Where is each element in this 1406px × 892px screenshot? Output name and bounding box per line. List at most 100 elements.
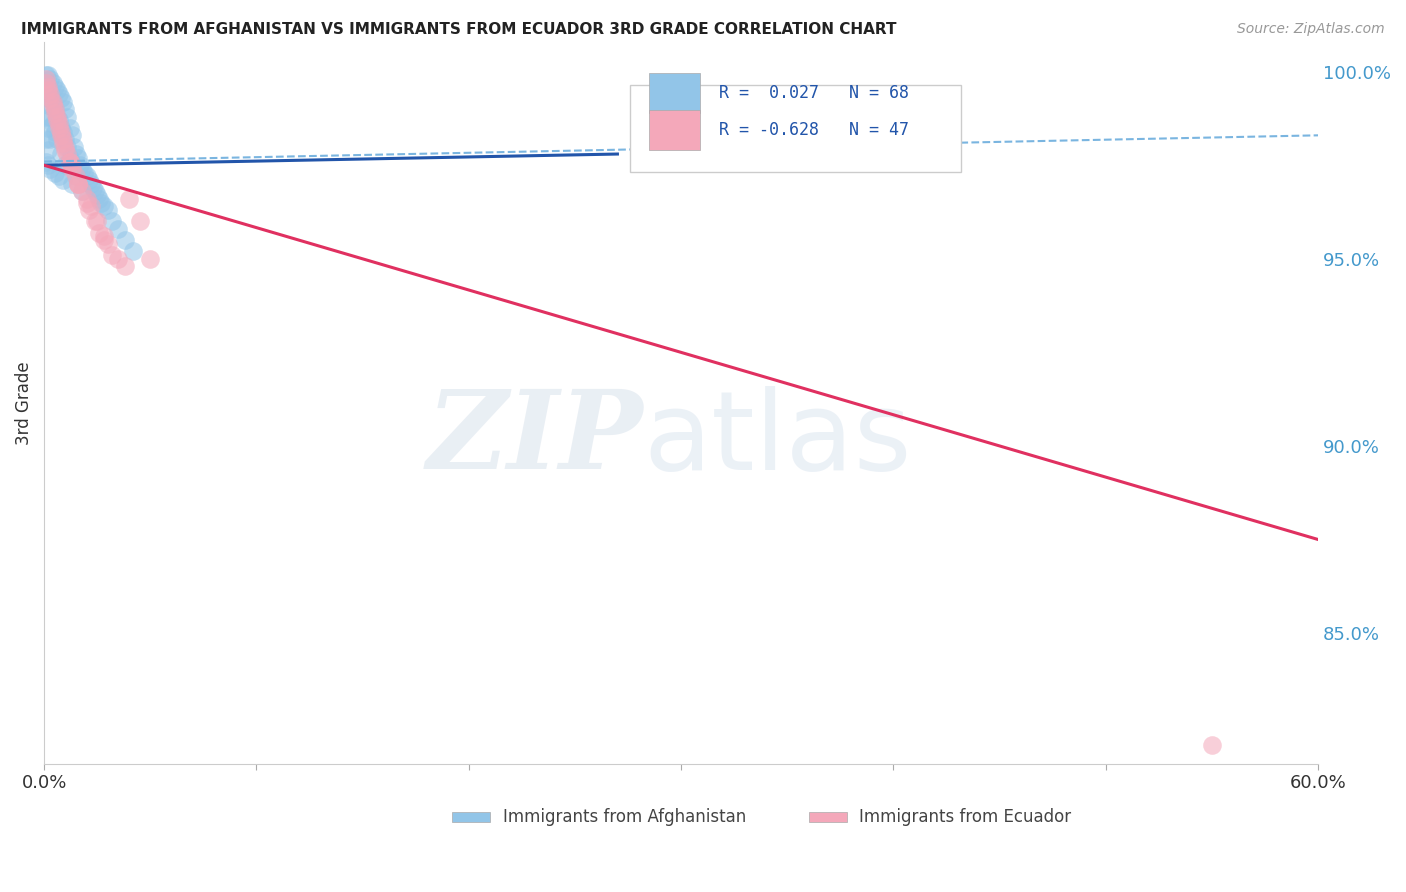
Point [48, 117, 70, 131]
Point [37, 120, 59, 135]
Point [77, 173, 100, 187]
Point [84, 185, 107, 199]
Point [56, 147, 79, 161]
Point [39, 161, 62, 176]
Point [44, 102, 66, 116]
Text: Source: ZipAtlas.com: Source: ZipAtlas.com [1237, 22, 1385, 37]
Point [49, 125, 72, 139]
Point [97, 203, 120, 218]
Point [49, 91, 72, 105]
Point [107, 222, 129, 236]
Point [35, 110, 58, 124]
Point [86, 188, 108, 202]
Point [80, 199, 103, 213]
Point [41, 95, 63, 109]
Point [35, 69, 58, 83]
Point [128, 214, 150, 228]
Point [89, 226, 111, 240]
Point [107, 252, 129, 266]
Point [86, 214, 108, 228]
Point [45, 83, 67, 97]
Point [56, 139, 79, 153]
Point [97, 236, 120, 251]
Point [93, 229, 115, 244]
Point [39, 72, 62, 87]
Point [39, 87, 62, 102]
Point [41, 95, 63, 109]
Text: Immigrants from Afghanistan: Immigrants from Afghanistan [503, 808, 747, 826]
Point [35, 154, 58, 169]
Text: ZIP: ZIP [426, 385, 643, 492]
FancyBboxPatch shape [451, 813, 491, 822]
Point [48, 169, 70, 184]
Point [49, 128, 72, 143]
Point [52, 132, 75, 146]
Point [67, 177, 90, 191]
Point [65, 169, 87, 184]
Point [76, 192, 98, 206]
Point [44, 106, 66, 120]
Text: Immigrants from Ecuador: Immigrants from Ecuador [859, 808, 1071, 826]
Point [45, 110, 67, 124]
Point [37, 83, 59, 97]
Point [60, 177, 83, 191]
FancyBboxPatch shape [630, 85, 962, 172]
Point [67, 177, 90, 191]
Point [48, 113, 70, 128]
Point [58, 120, 80, 135]
Point [60, 158, 83, 172]
Point [48, 87, 70, 102]
Point [53, 158, 76, 172]
Text: R =  0.027   N = 68: R = 0.027 N = 68 [720, 84, 910, 102]
Point [44, 79, 66, 94]
Point [58, 151, 80, 165]
Point [60, 161, 83, 176]
Point [41, 117, 63, 131]
Point [35, 76, 58, 90]
Point [37, 158, 59, 172]
Point [76, 195, 98, 210]
Point [53, 102, 76, 116]
Point [122, 244, 145, 259]
Point [67, 177, 90, 191]
Point [80, 177, 103, 191]
Point [37, 143, 59, 157]
Point [52, 136, 75, 150]
Point [72, 161, 94, 176]
Point [1201, 739, 1223, 753]
Point [90, 195, 112, 210]
Point [72, 185, 94, 199]
Point [65, 169, 87, 184]
Point [39, 87, 62, 102]
Point [39, 132, 62, 146]
Point [49, 120, 72, 135]
FancyBboxPatch shape [808, 813, 846, 822]
Point [53, 143, 76, 157]
Text: R = -0.628   N = 47: R = -0.628 N = 47 [720, 121, 910, 139]
Point [53, 132, 76, 146]
Text: atlas: atlas [643, 385, 911, 492]
Point [44, 166, 66, 180]
Point [114, 260, 136, 274]
Point [101, 248, 124, 262]
Point [93, 199, 115, 213]
Point [77, 203, 100, 218]
Point [37, 79, 59, 94]
Point [60, 128, 83, 143]
Point [45, 132, 67, 146]
Point [35, 91, 58, 105]
Point [37, 79, 59, 94]
Point [76, 169, 98, 184]
Text: IMMIGRANTS FROM AFGHANISTAN VS IMMIGRANTS FROM ECUADOR 3RD GRADE CORRELATION CHA: IMMIGRANTS FROM AFGHANISTAN VS IMMIGRANT… [21, 22, 897, 37]
Point [63, 139, 86, 153]
Point [35, 76, 58, 90]
Point [45, 113, 67, 128]
Point [44, 125, 66, 139]
Point [118, 192, 141, 206]
Point [48, 120, 70, 135]
Point [114, 233, 136, 247]
Point [44, 102, 66, 116]
Point [35, 72, 58, 87]
Point [52, 95, 75, 109]
Point [67, 151, 90, 165]
